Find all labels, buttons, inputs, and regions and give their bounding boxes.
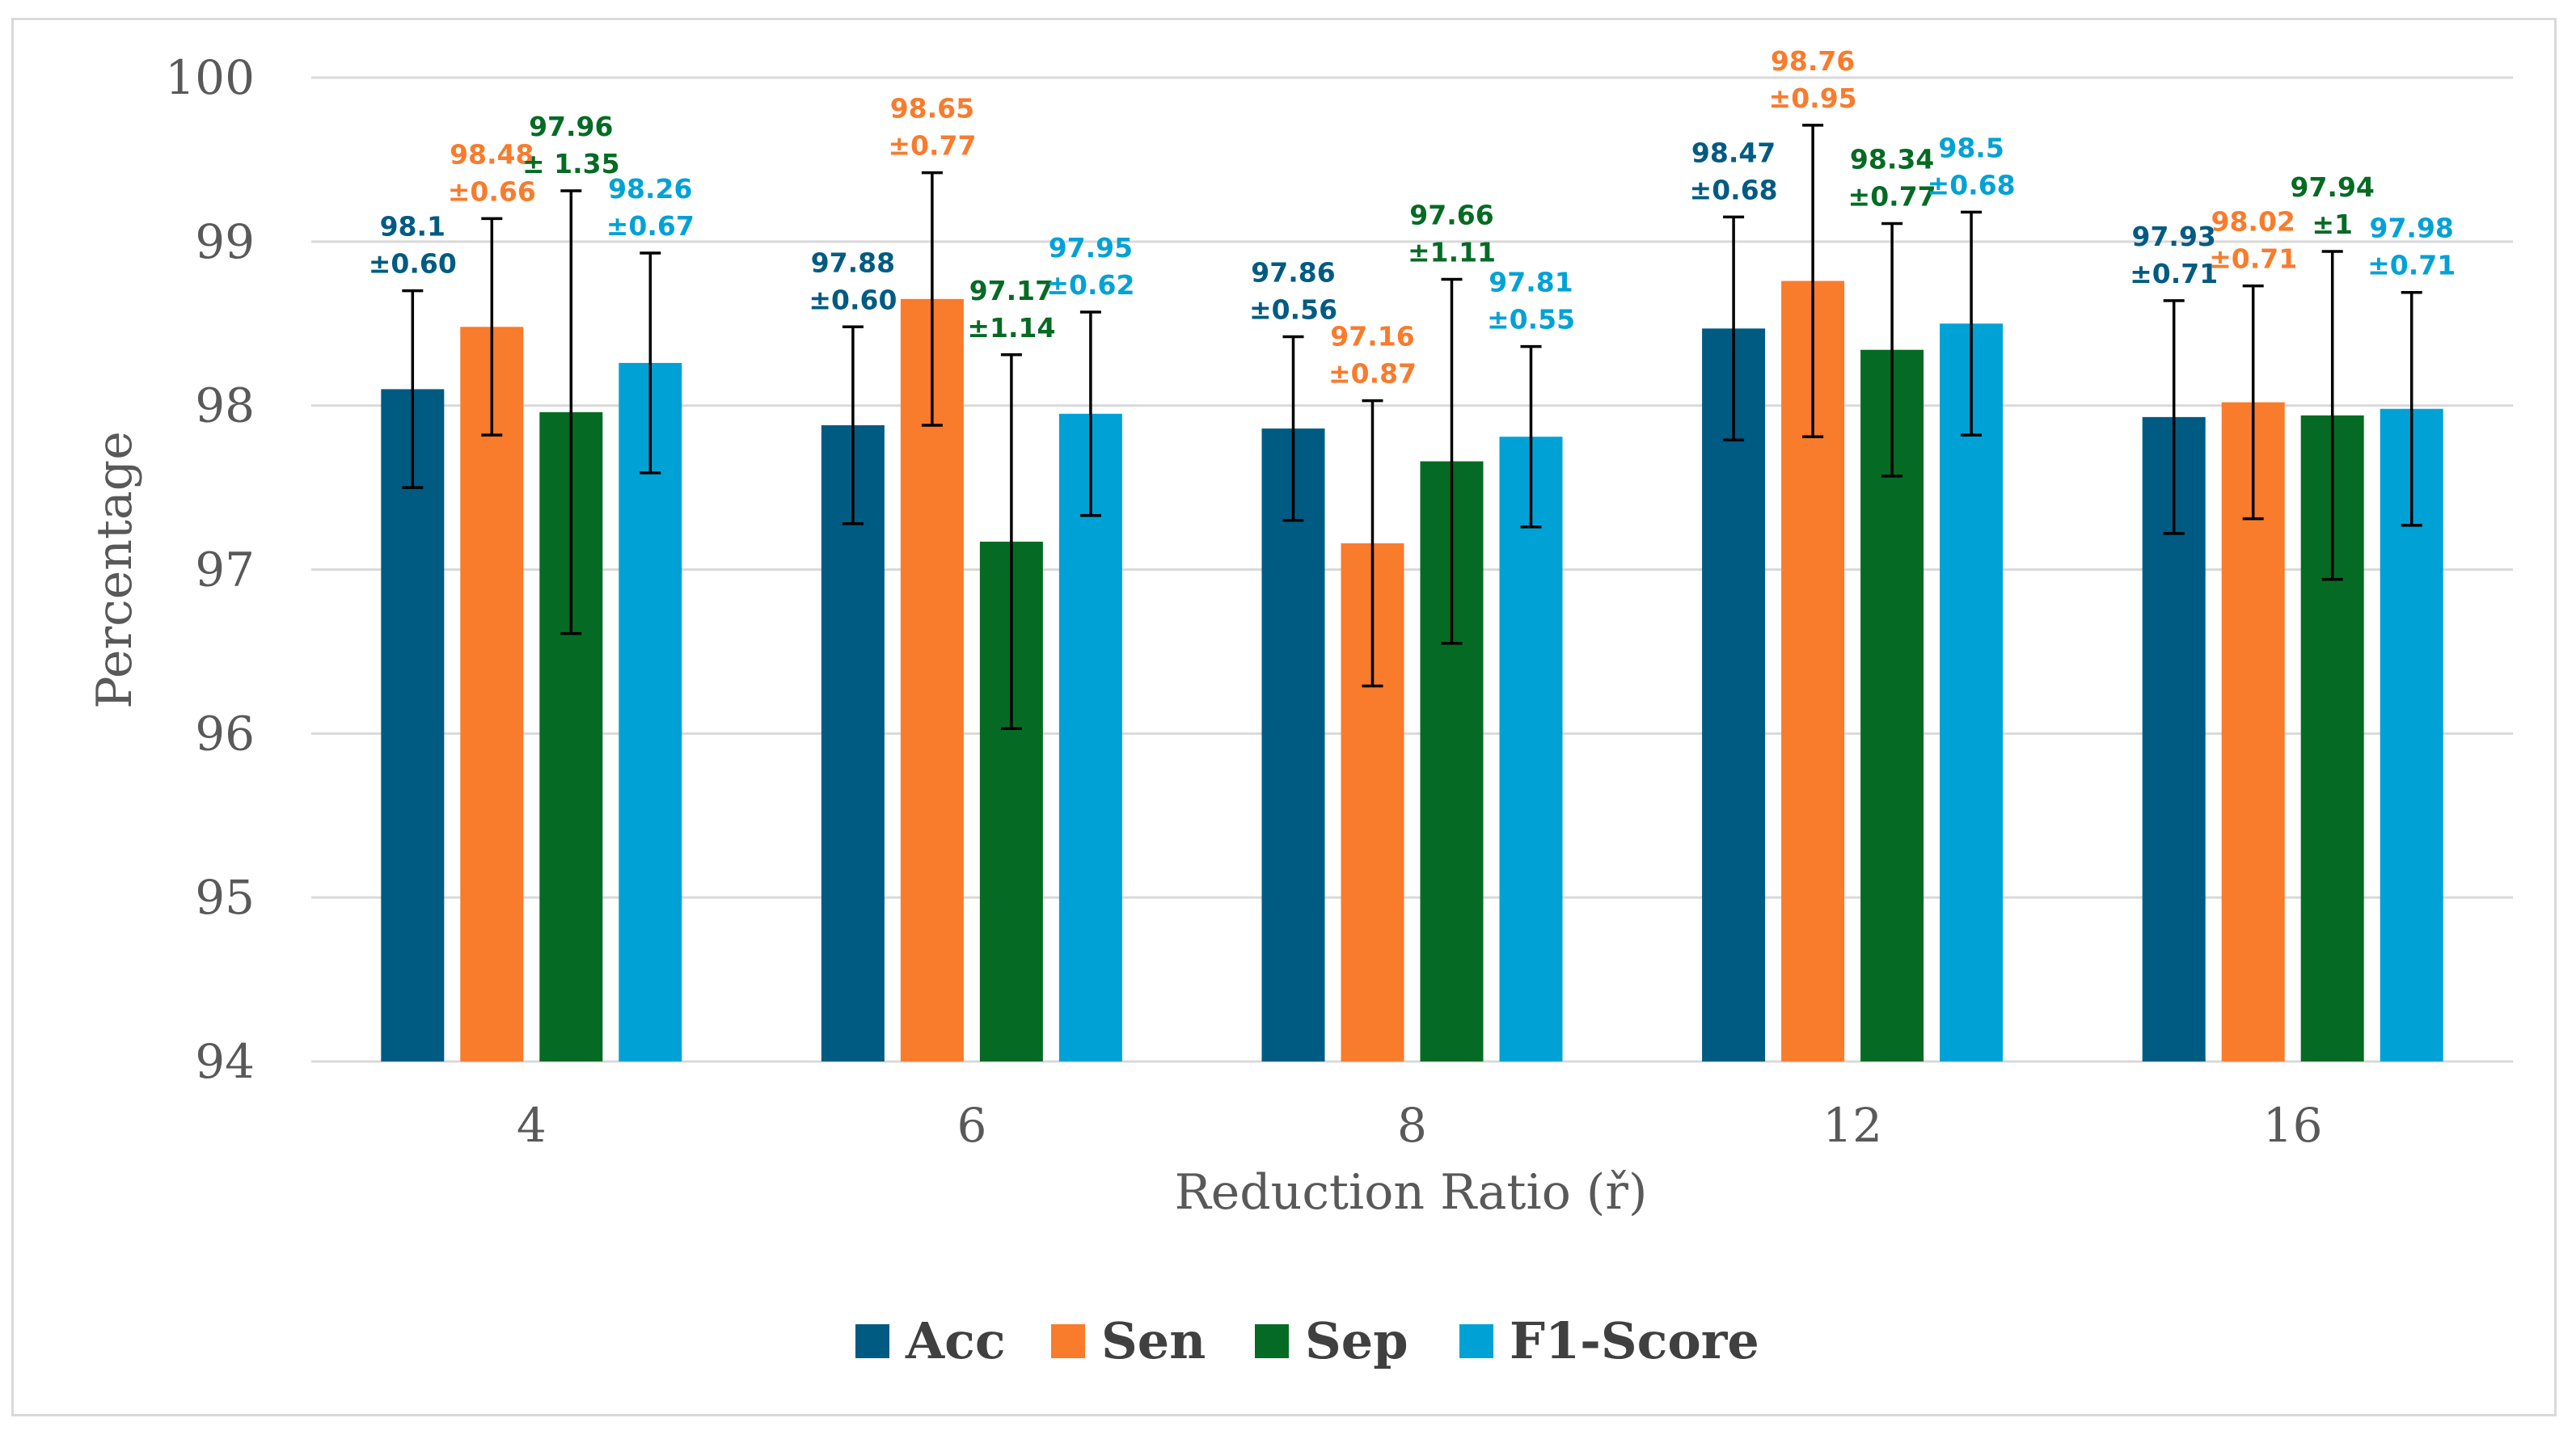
legend: Acc Sen Sep F1-Score	[855, 1311, 1759, 1370]
bar	[1261, 428, 1325, 1061]
legend-swatch	[1255, 1324, 1289, 1358]
data-label-value: 98.34	[1850, 144, 1934, 175]
data-label-error: ±1.14	[967, 312, 1055, 344]
data-label-error: ±0.71	[2209, 243, 2297, 275]
y-tick-label: 97	[195, 542, 255, 597]
data-label-value: 98.5	[1938, 132, 2004, 163]
error-bars	[402, 124, 2422, 730]
x-tick-label: 16	[2263, 1098, 2323, 1153]
data-label-value: 97.94	[2291, 171, 2375, 203]
data-label-error: ±1	[2312, 209, 2353, 240]
data-label-value: 98.02	[2211, 206, 2295, 238]
data-label-value: 98.1	[380, 211, 446, 243]
legend-label: Sep	[1305, 1311, 1408, 1370]
bar	[460, 327, 524, 1062]
bar	[1058, 413, 1122, 1061]
data-label-value: 97.96	[529, 111, 613, 142]
y-tick-label: 98	[195, 378, 255, 433]
bar	[619, 362, 682, 1061]
data-label-value: 97.81	[1489, 267, 1573, 298]
legend-swatch	[1051, 1324, 1085, 1358]
data-label-error: ± 1.35	[522, 148, 620, 179]
data-label-error: ±0.55	[1487, 304, 1575, 336]
data-label-error: ±0.62	[1046, 269, 1134, 301]
data-label-value: 97.88	[811, 247, 895, 278]
data-label-error: ±1.11	[1408, 236, 1496, 268]
bar	[381, 389, 445, 1062]
y-tick-label: 99	[195, 214, 255, 269]
x-tick-label: 6	[956, 1098, 986, 1153]
data-label-value: 98.76	[1771, 45, 1855, 77]
data-label-value: 97.66	[1409, 199, 1493, 230]
legend-swatch	[1459, 1324, 1493, 1358]
bar	[1499, 437, 1563, 1061]
y-tick-label: 95	[195, 870, 255, 925]
y-axis-ticks: 94 95 96 97 98 99 100	[165, 50, 255, 1089]
data-label-value: 98.26	[608, 173, 692, 205]
data-label-error: ±0.67	[606, 210, 695, 242]
x-tick-label: 4	[517, 1098, 547, 1153]
data-label-error: ±0.66	[448, 175, 536, 207]
bar	[1702, 328, 1766, 1062]
x-tick-label: 8	[1397, 1098, 1427, 1153]
bar	[821, 425, 885, 1061]
y-axis-title: Percentage	[87, 431, 143, 708]
data-label-error: ±0.56	[1249, 293, 1337, 325]
data-label-error: ±0.71	[2130, 258, 2218, 289]
x-axis-title: Reduction Ratio (ř)	[1175, 1164, 1648, 1221]
data-label-value: 98.65	[890, 93, 974, 125]
y-tick-label: 94	[195, 1034, 255, 1089]
data-label-value: 97.16	[1330, 321, 1414, 352]
legend-swatch	[855, 1324, 889, 1358]
y-tick-label: 96	[195, 706, 255, 761]
data-label-value: 97.93	[2132, 221, 2216, 252]
data-label-error: ±0.60	[809, 284, 897, 315]
bar	[1940, 323, 2004, 1061]
data-label-value: 98.47	[1691, 137, 1776, 168]
data-label-value: 97.17	[969, 275, 1054, 306]
legend-label: Sen	[1101, 1311, 1206, 1370]
data-label-value: 97.98	[2370, 213, 2454, 244]
legend-label: F1-Score	[1510, 1311, 1759, 1370]
data-label-error: ±0.60	[369, 248, 457, 280]
bars	[381, 281, 2443, 1062]
y-tick-label: 100	[165, 50, 255, 105]
data-label-error: ±0.68	[1928, 169, 2016, 200]
data-label-error: ±0.87	[1328, 358, 1417, 390]
x-tick-label: 12	[1822, 1098, 1882, 1153]
legend-label: Acc	[905, 1311, 1006, 1370]
data-label-value: 98.48	[450, 138, 534, 170]
data-label-error: ±0.77	[1848, 181, 1936, 213]
data-label-error: ±0.77	[888, 130, 976, 162]
data-label-error: ±0.95	[1769, 82, 1857, 114]
x-axis-ticks: 4 6 8 12 16	[517, 1098, 2323, 1153]
data-label-value: 97.95	[1049, 232, 1133, 264]
data-label-error: ±0.71	[2367, 250, 2456, 281]
data-label-error: ±0.68	[1690, 174, 1778, 205]
data-label-value: 97.86	[1251, 256, 1335, 288]
